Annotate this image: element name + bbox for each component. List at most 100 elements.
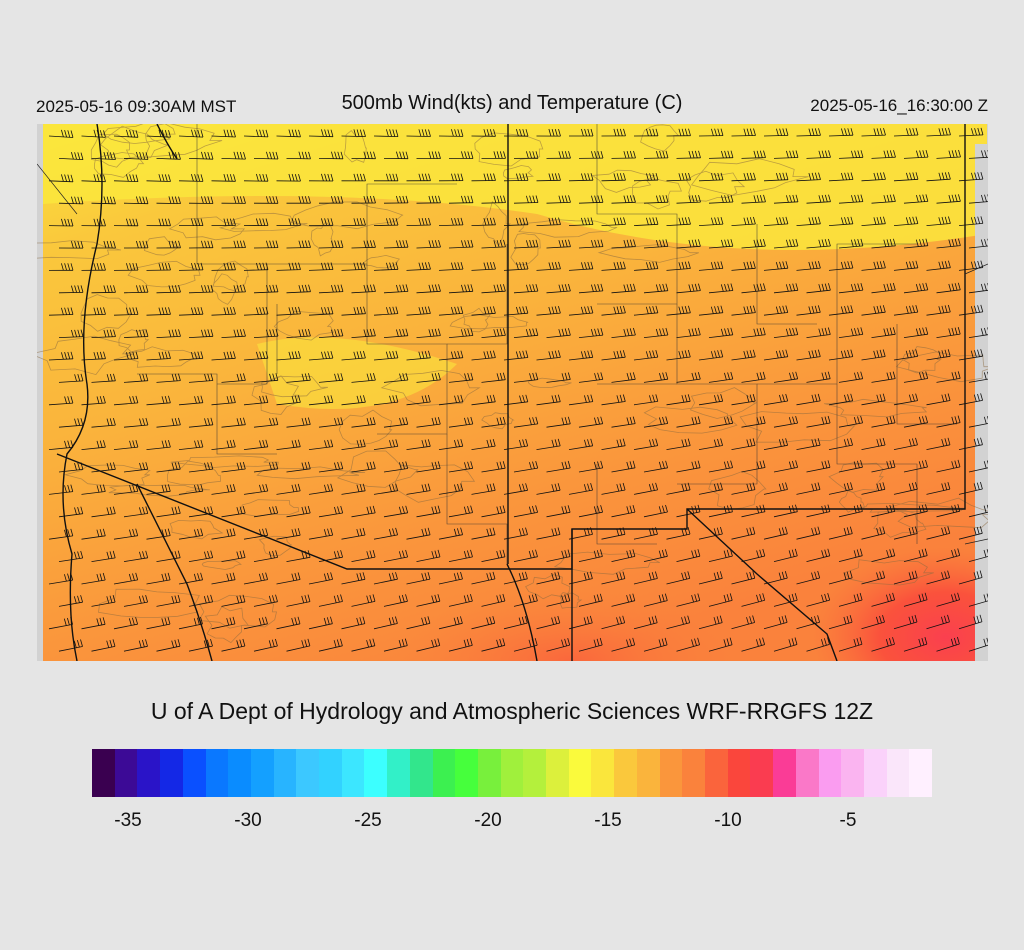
wind-barb [471, 306, 496, 316]
wind-barb [91, 506, 116, 518]
wind-barb [838, 371, 864, 383]
wind-barb [123, 639, 148, 652]
contour-line [739, 411, 856, 443]
wind-barb [828, 128, 854, 137]
wind-barb [91, 373, 116, 383]
wind-barb [796, 570, 821, 585]
wind-barb [188, 417, 214, 428]
wind-barb [968, 460, 988, 473]
wind-barb [698, 615, 723, 630]
wind-barb [308, 527, 334, 540]
wind-barb [113, 174, 139, 182]
wind-barb [318, 594, 343, 607]
wind-barb [48, 572, 74, 585]
wind-barb [113, 218, 139, 227]
wind-barb [188, 284, 214, 294]
wind-barb [308, 572, 333, 585]
temperature-colorbar [92, 749, 933, 797]
wind-barb [58, 240, 84, 249]
wind-barb [968, 150, 988, 159]
wind-barb [341, 527, 366, 540]
contour-line [640, 124, 680, 152]
wind-barb [318, 151, 344, 160]
wind-barb [828, 570, 853, 585]
wind-barb [926, 481, 951, 495]
colorbar-swatch [886, 749, 910, 797]
wind-barb [903, 238, 929, 249]
wind-barb [578, 593, 603, 607]
wind-barb [179, 218, 204, 226]
contour-line [37, 335, 135, 376]
colorbar-ticks: -35 -30 -25 -20 -15 -10 -5 [92, 810, 932, 840]
wind-barb [871, 238, 896, 249]
wind-barb [741, 416, 766, 428]
wind-barb [406, 571, 431, 585]
model-credit: U of A Dept of Hydrology and Atmospheric… [150, 698, 874, 724]
wind-barb [91, 151, 116, 160]
wind-barb [601, 482, 626, 495]
wind-barb [276, 262, 301, 271]
wind-barb [481, 195, 506, 204]
colorbar-swatch [205, 749, 229, 797]
wind-barb [276, 173, 301, 182]
colorbar-swatch [182, 749, 206, 797]
wind-barb [643, 549, 668, 562]
wind-barb [708, 371, 734, 383]
wind-barb [806, 283, 831, 294]
wind-barb [871, 548, 896, 562]
wind-barb [611, 416, 636, 428]
wind-barb [926, 127, 951, 137]
wind-barb [416, 549, 441, 562]
wind-barb [373, 572, 398, 585]
wind-barb [416, 372, 441, 383]
colorbar-swatch [477, 749, 501, 797]
wind-barb [546, 460, 571, 473]
contour-line [201, 560, 242, 570]
wind-barb [578, 505, 603, 518]
wind-barb [448, 638, 473, 652]
wind-barb [643, 150, 669, 159]
wind-barb [253, 417, 279, 428]
wind-barb [221, 594, 246, 607]
wind-barb [861, 305, 886, 316]
colorbar-swatch [432, 749, 456, 797]
wind-barb [48, 218, 74, 227]
wind-barb [253, 240, 279, 249]
wind-barb [91, 417, 116, 428]
wind-barb [806, 592, 831, 607]
wind-barb [81, 174, 106, 183]
wind-barb [221, 506, 246, 518]
wind-barb [318, 240, 344, 249]
wind-barb [698, 482, 723, 495]
wind-barb [578, 283, 604, 294]
wind-barb [968, 416, 988, 428]
wind-barb [838, 327, 864, 338]
contour-line [198, 594, 278, 629]
wind-barb [731, 526, 756, 540]
wind-barb [211, 173, 236, 182]
wind-barb [806, 548, 831, 562]
wind-barb [796, 526, 821, 540]
colorbar-swatch [114, 749, 138, 797]
wind-barb [796, 260, 821, 271]
wind-barb [676, 593, 701, 607]
wind-barb [221, 329, 246, 338]
wind-barb [546, 151, 571, 159]
wind-barb [903, 282, 929, 294]
wind-barb [406, 439, 431, 450]
wind-barb [601, 261, 626, 271]
wind-barb [81, 572, 106, 585]
wind-barb [763, 349, 789, 361]
wind-barb [286, 328, 311, 338]
wind-barb [471, 483, 496, 495]
wind-barb [578, 549, 603, 562]
wind-barb [828, 349, 854, 361]
wind-barb [611, 283, 636, 294]
wind-barb [416, 284, 441, 294]
wind-barb [578, 416, 604, 428]
wind-barb [341, 616, 366, 630]
wind-barb [276, 395, 301, 406]
wind-barb [796, 305, 821, 316]
contour-line [218, 212, 308, 232]
contour-line [170, 455, 279, 468]
